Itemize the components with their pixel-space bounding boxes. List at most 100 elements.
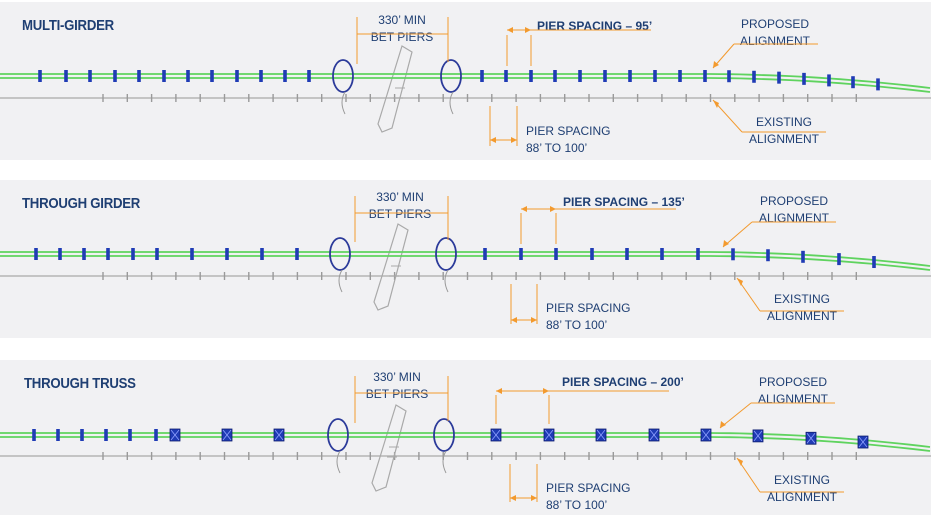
abutment-curve bbox=[336, 450, 341, 474]
spacing-arrowhead bbox=[550, 206, 556, 212]
pier-marker bbox=[876, 78, 880, 91]
pier-marker bbox=[802, 72, 806, 85]
pier-marker bbox=[225, 248, 229, 260]
panel-drawing-2 bbox=[0, 196, 931, 324]
proposed-arrowhead bbox=[723, 240, 729, 247]
pier-marker bbox=[872, 256, 876, 269]
truss-pier-cross bbox=[649, 429, 659, 441]
existing-spacing-arrowhead bbox=[531, 495, 537, 501]
abutment-curve bbox=[442, 450, 447, 474]
proposed-leader bbox=[722, 221, 753, 248]
pier-marker bbox=[210, 70, 214, 82]
truss-pier-cross bbox=[544, 429, 554, 441]
proposed-alignment-line bbox=[0, 77, 931, 93]
pier-marker bbox=[64, 70, 68, 82]
existing-spacing-arrowhead bbox=[510, 495, 516, 501]
pier-marker bbox=[519, 248, 523, 260]
panel-drawing-3 bbox=[0, 376, 931, 502]
pier-marker bbox=[731, 248, 735, 261]
pier-marker bbox=[554, 248, 558, 260]
pier-marker bbox=[777, 71, 781, 84]
pier-marker bbox=[186, 70, 190, 82]
pier-marker bbox=[660, 248, 664, 260]
proposed-alignment-line bbox=[0, 73, 931, 89]
pier-marker bbox=[38, 70, 42, 82]
proposed-arrowhead bbox=[720, 421, 726, 428]
pier-marker bbox=[837, 253, 841, 266]
pier-marker bbox=[34, 248, 38, 260]
existing-spacing-arrowhead bbox=[531, 317, 537, 323]
truss-pier-cross bbox=[274, 429, 284, 441]
pier-spacing-label: PIER SPACING – 135’ bbox=[563, 195, 685, 209]
existing-alignment-label: EXISTING ALIGNMENT bbox=[748, 115, 819, 146]
pier-marker bbox=[628, 70, 632, 82]
road-crossing bbox=[371, 404, 407, 492]
truss-pier-cross bbox=[170, 429, 180, 441]
panel-title: THROUGH GIRDER bbox=[22, 195, 141, 212]
pier-marker bbox=[480, 70, 484, 82]
existing-arrowhead bbox=[713, 100, 719, 108]
pier-marker bbox=[504, 70, 508, 82]
pier-marker bbox=[295, 248, 299, 260]
pier-marker bbox=[80, 429, 84, 441]
spacing-arrowhead bbox=[496, 388, 502, 394]
existing-arrowhead bbox=[737, 278, 743, 286]
panel-title: THROUGH TRUSS bbox=[24, 375, 136, 392]
pier-marker bbox=[106, 248, 110, 260]
pier-marker bbox=[703, 70, 707, 83]
pier-marker bbox=[283, 70, 287, 82]
pier-marker bbox=[603, 70, 607, 82]
min-pier-label: 330’ MIN BET PIERS bbox=[368, 190, 432, 221]
crossing-pier-ellipse bbox=[327, 418, 349, 452]
truss-pier-cross bbox=[596, 429, 606, 441]
spacing-arrowhead bbox=[543, 388, 549, 394]
pier-marker bbox=[625, 248, 629, 260]
truss-pier-cross bbox=[701, 429, 711, 441]
pier-spacing-label: PIER SPACING – 200’ bbox=[562, 375, 684, 389]
pier-marker bbox=[653, 70, 657, 82]
spacing-arrowhead bbox=[507, 27, 513, 33]
pier-marker bbox=[483, 248, 487, 260]
pier-marker bbox=[235, 70, 239, 82]
pier-marker bbox=[766, 249, 770, 262]
pier-marker bbox=[801, 250, 805, 263]
proposed-alignment-line bbox=[0, 255, 931, 271]
pier-marker bbox=[578, 70, 582, 82]
pier-marker bbox=[137, 70, 141, 82]
pier-marker bbox=[827, 74, 831, 87]
abutment-curve bbox=[444, 269, 449, 293]
existing-spacing-arrowhead bbox=[511, 317, 517, 323]
crossing-pier-ellipse bbox=[433, 418, 455, 452]
pier-marker bbox=[155, 248, 159, 260]
proposed-alignment-line bbox=[0, 251, 931, 267]
crossing-pier-ellipse bbox=[435, 237, 457, 271]
spacing-arrowhead bbox=[525, 27, 531, 33]
truss-pier-cross bbox=[222, 429, 232, 441]
pier-marker bbox=[56, 429, 60, 441]
min-pier-label: 330’ MIN BET PIERS bbox=[365, 370, 429, 401]
existing-pier-spacing-label: PIER SPACING 88’ TO 100’ bbox=[526, 124, 611, 155]
pier-marker bbox=[32, 429, 36, 441]
pier-marker bbox=[727, 70, 731, 83]
existing-alignment-label: EXISTING ALIGNMENT bbox=[766, 473, 837, 504]
abutment-curve bbox=[449, 91, 454, 115]
pier-marker bbox=[260, 248, 264, 260]
pier-marker bbox=[104, 429, 108, 441]
existing-alignment-label: EXISTING ALIGNMENT bbox=[766, 292, 837, 323]
pier-marker bbox=[88, 70, 92, 82]
pier-marker bbox=[131, 248, 135, 260]
crossing-pier-ellipse bbox=[329, 237, 351, 271]
pier-marker bbox=[307, 70, 311, 82]
pier-marker bbox=[162, 70, 166, 82]
pier-marker bbox=[259, 70, 263, 82]
existing-arrowhead bbox=[737, 458, 743, 466]
existing-pier-spacing-label: PIER SPACING 88’ TO 100’ bbox=[546, 481, 631, 512]
proposed-alignment-line bbox=[0, 436, 931, 452]
spacing-arrowhead bbox=[521, 206, 527, 212]
pier-marker bbox=[590, 248, 594, 260]
pier-marker bbox=[851, 76, 855, 89]
pier-marker bbox=[128, 429, 132, 441]
road-crossing bbox=[377, 45, 413, 133]
pier-marker bbox=[190, 248, 194, 260]
truss-pier-cross bbox=[806, 433, 816, 444]
